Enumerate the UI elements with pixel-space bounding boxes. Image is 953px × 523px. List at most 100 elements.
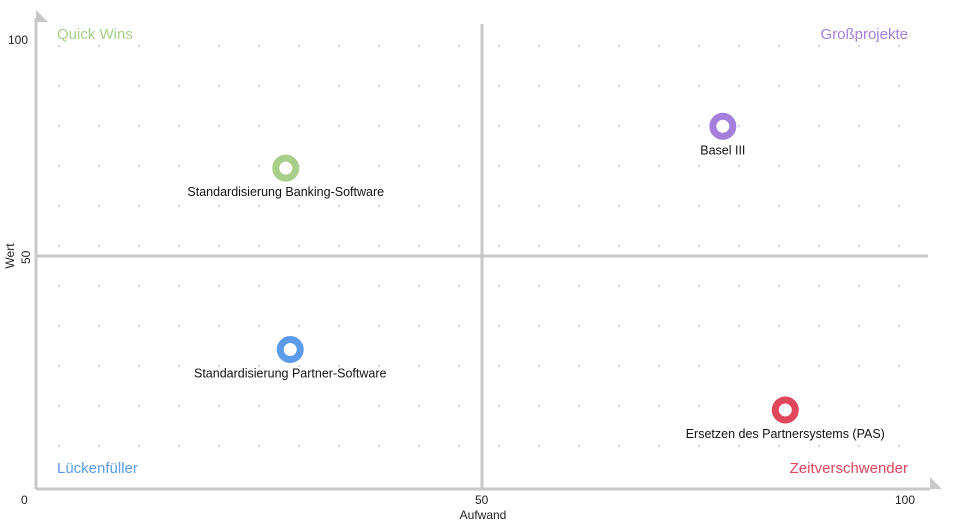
grid-dot [258, 405, 260, 407]
grid-dot [298, 125, 300, 127]
grid-dot [858, 165, 860, 167]
grid-dot [778, 165, 780, 167]
grid-dot [298, 205, 300, 207]
grid-dot [618, 85, 620, 87]
grid-dot [138, 445, 140, 447]
grid-dot [458, 445, 460, 447]
grid-dot [58, 285, 60, 287]
grid-dot [738, 85, 740, 87]
grid-dot [658, 205, 660, 207]
grid-dot [58, 445, 60, 447]
grid-dot [178, 205, 180, 207]
grid-dot [378, 125, 380, 127]
grid-dot [178, 285, 180, 287]
grid-dot [338, 205, 340, 207]
grid-dot [738, 405, 740, 407]
data-point[interactable] [276, 336, 304, 363]
grid-dot [498, 85, 500, 87]
grid-dot [378, 365, 380, 367]
grid-dot [738, 205, 740, 207]
grid-dot [138, 325, 140, 327]
quadrant-label-grossprojekte: Großprojekte [820, 26, 908, 43]
grid-dot [698, 285, 700, 287]
grid-dot [698, 405, 700, 407]
grid-dot [578, 165, 580, 167]
grid-dot [818, 205, 820, 207]
grid-dot [578, 285, 580, 287]
grid-dot [378, 85, 380, 87]
grid-dot [818, 365, 820, 367]
grid-dot [218, 205, 220, 207]
grid-dot [98, 125, 100, 127]
grid-dot [898, 165, 900, 167]
grid-dot [538, 45, 540, 47]
grid-dot [858, 45, 860, 47]
grid-dot [418, 245, 420, 247]
grid-dot [618, 405, 620, 407]
grid-dot [698, 365, 700, 367]
grid-dot [338, 125, 340, 127]
grid-dot [578, 405, 580, 407]
grid-dot [658, 445, 660, 447]
grid-dot [178, 445, 180, 447]
grid-dot [818, 45, 820, 47]
data-point[interactable] [272, 154, 300, 182]
grid-dot [618, 125, 620, 127]
grid-dot [738, 125, 740, 127]
grid-dot [858, 245, 860, 247]
grid-dot [298, 85, 300, 87]
grid-dot [218, 165, 220, 167]
grid-dot [898, 45, 900, 47]
grid-dot [258, 245, 260, 247]
grid-dot [218, 85, 220, 87]
grid-dot [258, 205, 260, 207]
grid-dot [898, 85, 900, 87]
grid-dot [218, 245, 220, 247]
grid-dot [738, 365, 740, 367]
grid-dot [138, 165, 140, 167]
grid-dot [498, 205, 500, 207]
grid-dot [858, 365, 860, 367]
grid-dots [58, 45, 900, 447]
x-tick-0: 0 [21, 493, 28, 507]
grid-dot [578, 85, 580, 87]
grid-dot [538, 245, 540, 247]
grid-dot [298, 45, 300, 47]
grid-dot [138, 405, 140, 407]
grid-dot [338, 365, 340, 367]
grid-dot [418, 445, 420, 447]
data-point[interactable] [771, 396, 799, 424]
grid-dot [258, 365, 260, 367]
grid-dot [258, 285, 260, 287]
grid-dot [338, 285, 340, 287]
grid-dot [538, 165, 540, 167]
x-axis-arrow-icon [930, 477, 942, 489]
grid-dot [778, 205, 780, 207]
grid-dot [58, 365, 60, 367]
grid-dot [738, 285, 740, 287]
grid-dot [458, 45, 460, 47]
grid-dot [98, 325, 100, 327]
grid-dot [298, 245, 300, 247]
grid-dot [218, 445, 220, 447]
grid-dot [138, 45, 140, 47]
grid-dot [138, 125, 140, 127]
grid-dot [98, 85, 100, 87]
grid-dot [738, 325, 740, 327]
grid-dot [98, 445, 100, 447]
grid-dot [298, 365, 300, 367]
data-point-label: Standardisierung Partner-Software [194, 367, 387, 381]
grid-dot [538, 365, 540, 367]
grid-dot [378, 285, 380, 287]
grid-dot [418, 125, 420, 127]
grid-dot [858, 285, 860, 287]
grid-dot [578, 245, 580, 247]
grid-dot [858, 125, 860, 127]
grid-dot [498, 365, 500, 367]
grid-dot [538, 405, 540, 407]
grid-dot [378, 45, 380, 47]
grid-dot [698, 165, 700, 167]
x-tick-50: 50 [475, 493, 489, 507]
grid-dot [178, 125, 180, 127]
data-point[interactable] [709, 112, 737, 140]
